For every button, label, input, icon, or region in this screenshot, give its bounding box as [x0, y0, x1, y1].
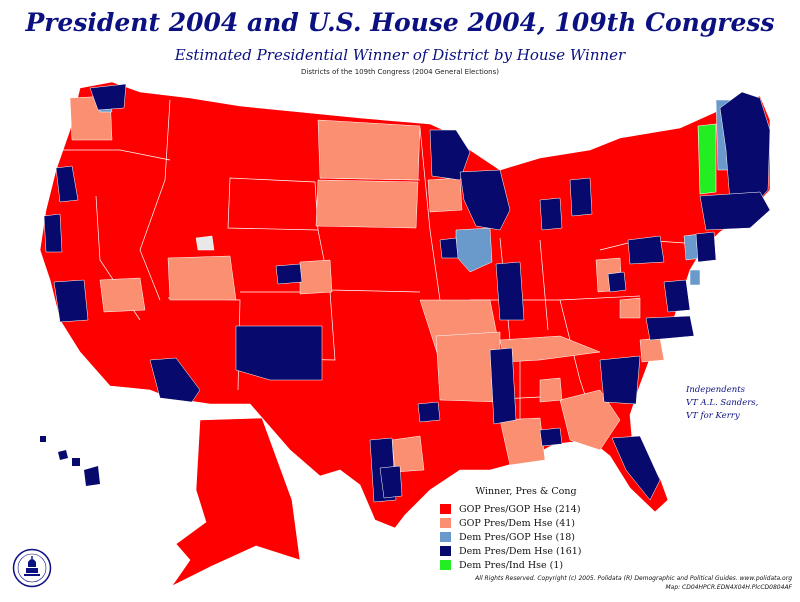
map-subtitle: Estimated Presidential Winner of Distric…: [174, 46, 626, 64]
map-id-line: Map: CD04HPCR.EDN4X04H.PlcCD0804AF: [665, 584, 792, 591]
gop-pres-dem-house-districts: [69, 95, 665, 473]
legend-label: Dem Pres/GOP Hse (18): [459, 531, 575, 543]
legend-label: GOP Pres/GOP Hse (214): [459, 503, 581, 515]
legend-swatch: [440, 504, 451, 514]
copyright: All Rights Reserved. Copyright (c) 2005.…: [468, 574, 792, 592]
map-title: President 2004 and U.S. House 2004, 109t…: [25, 8, 775, 37]
polidata-seal-logo: [12, 548, 52, 588]
legend-item: Dem Pres/Dem Hse (161): [440, 544, 600, 558]
legend-label: Dem Pres/Ind Hse (1): [459, 559, 564, 571]
legend-label: Dem Pres/Dem Hse (161): [459, 545, 582, 557]
copyright-line: All Rights Reserved. Copyright (c) 2005.…: [475, 575, 792, 582]
legend-swatch: [440, 560, 451, 570]
dem-pres-dem-house-districts: [43, 83, 771, 503]
note-line: Independents: [686, 385, 745, 395]
legend-item: GOP Pres/GOP Hse (214): [440, 502, 600, 516]
legend-label: GOP Pres/Dem Hse (41): [459, 517, 575, 529]
alaska: [171, 417, 301, 587]
note-line: VT for Kerry: [686, 411, 740, 421]
legend: Winner, Pres & Cong GOP Pres/GOP Hse (21…: [440, 486, 600, 572]
legend-item: GOP Pres/Dem Hse (41): [440, 516, 600, 530]
legend-swatch: [440, 518, 451, 528]
legend-swatch: [440, 546, 451, 556]
legend-swatch: [440, 532, 451, 542]
vermont-district: [697, 123, 717, 195]
legend-item: Dem Pres/GOP Hse (18): [440, 530, 600, 544]
map-caption: Districts of the 109th Congress (2004 Ge…: [301, 68, 499, 76]
legend-item: Dem Pres/Ind Hse (1): [440, 558, 600, 572]
note-line: VT A.L. Sanders,: [686, 398, 759, 408]
legend-title: Winner, Pres & Cong: [475, 486, 577, 497]
hawaii: [40, 436, 100, 486]
independents-note: Independents VT A.L. Sanders, VT for Ker…: [686, 384, 758, 423]
